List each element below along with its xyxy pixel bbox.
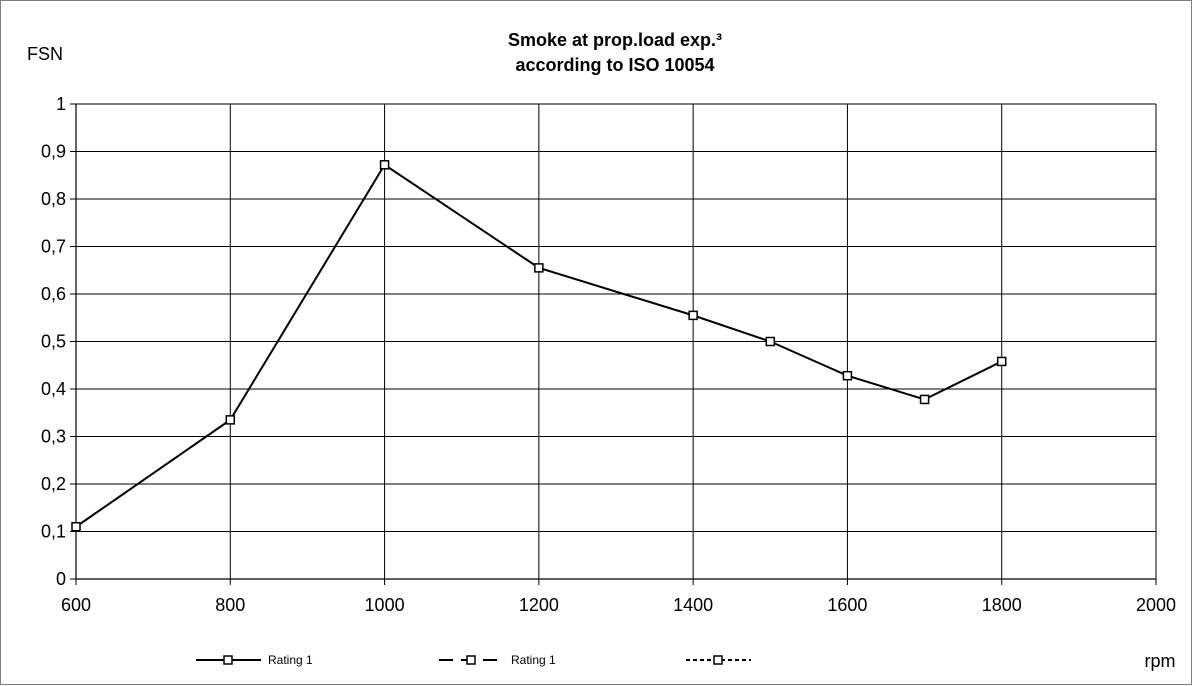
series-layer [71, 160, 1007, 532]
y-tick-label: 1 [56, 94, 66, 114]
y-tick-label: 0,7 [41, 237, 66, 257]
legend-entry: Rating 1 [439, 653, 556, 667]
x-axis-label: rpm [1145, 651, 1176, 671]
y-tick-label: 0,9 [41, 142, 66, 162]
legend-entry: Rating 1 [196, 653, 313, 667]
data-point-marker [71, 522, 81, 532]
data-point-marker [534, 263, 544, 273]
x-tick-label: 800 [215, 595, 245, 615]
x-tick-label: 1800 [982, 595, 1022, 615]
data-point-marker [765, 336, 776, 347]
y-axis-label: FSN [27, 44, 63, 64]
legend-label: Rating 1 [268, 653, 313, 667]
x-tick-label: 1200 [519, 595, 559, 615]
y-tick-label: 0,5 [41, 332, 66, 352]
y-tick-label: 0,2 [41, 474, 66, 494]
x-tick-label: 2000 [1136, 595, 1176, 615]
legend-marker [713, 655, 723, 665]
data-point-marker [379, 160, 390, 170]
data-point-marker [225, 415, 236, 425]
data-point-marker [996, 356, 1007, 367]
x-tick-label: 1600 [827, 595, 867, 615]
y-tick-label: 0 [56, 569, 66, 589]
data-point-marker [688, 310, 698, 321]
x-tick-label: 1000 [365, 595, 405, 615]
x-tick-label: 1400 [673, 595, 713, 615]
chart-subtitle: according to ISO 10054 [515, 55, 714, 75]
y-tick-label: 0,4 [41, 379, 66, 399]
data-point-marker [919, 394, 930, 405]
legend-marker [466, 655, 476, 665]
grid-layer [75, 103, 1157, 580]
legend: Rating 1 Rating 1 [196, 653, 751, 667]
y-tick-label: 0,8 [41, 189, 66, 209]
chart-title: Smoke at prop.load exp.³ [508, 30, 722, 50]
legend-label: Rating 1 [511, 653, 556, 667]
y-tick-label: 0,6 [41, 284, 66, 304]
legend-entry [686, 655, 751, 665]
y-tick-label: 0,1 [41, 522, 66, 542]
data-point-marker [842, 370, 853, 381]
legend-marker [223, 655, 233, 665]
x-tick-label: 600 [61, 595, 91, 615]
y-tick-label: 0,3 [41, 427, 66, 447]
